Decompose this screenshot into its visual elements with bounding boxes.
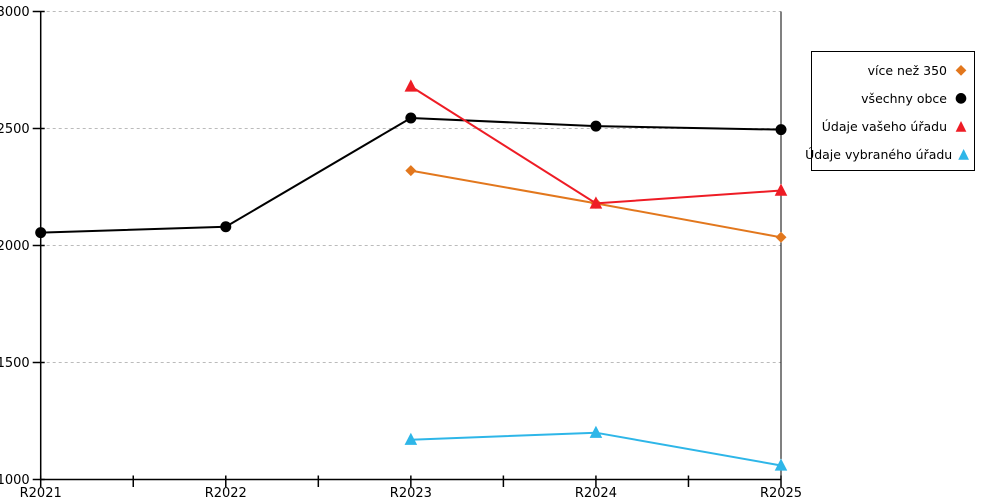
x-tick-label: R2024: [575, 486, 617, 500]
data-point-triangle: [404, 79, 418, 92]
data-point-diamond: [405, 165, 417, 177]
legend-marker-triangle-icon: ▲: [958, 146, 969, 162]
legend-item-1: všechny obce ●: [812, 84, 974, 112]
data-point-triangle: [404, 432, 418, 445]
legend-label: Údaje vašeho úřadu: [821, 118, 947, 134]
y-tick-label: 3000: [0, 5, 30, 20]
y-tick-label: 1000: [0, 473, 30, 488]
data-point-triangle: [589, 196, 603, 209]
x-tick-label: R2021: [20, 486, 62, 500]
legend-marker-triangle-icon: ▲: [955, 118, 967, 134]
legend-marker-diamond-icon: ◆: [955, 62, 967, 78]
legend-item-0: více než 350 ◆: [812, 56, 974, 84]
legend-label: všechny obce: [861, 90, 947, 106]
data-point-circle: [35, 227, 47, 239]
y-tick-label: 1500: [0, 356, 30, 371]
legend-item-3: Údaje vybraného úřadu ▲: [805, 140, 974, 168]
y-tick-label: 2000: [0, 239, 30, 254]
x-tick-label: R2023: [390, 486, 432, 500]
legend-label: více než 350: [867, 62, 947, 78]
legend-marker-circle-icon: ●: [954, 90, 968, 106]
data-point-circle: [775, 124, 787, 136]
series-line-2: [410, 85, 782, 205]
data-point-triangle: [774, 458, 788, 471]
y-tick-label: 2500: [0, 122, 30, 137]
x-tick-label: R2022: [205, 486, 247, 500]
data-point-circle: [590, 120, 602, 132]
data-point-triangle: [774, 183, 788, 196]
data-point-circle: [220, 221, 232, 233]
data-point-triangle: [589, 425, 603, 438]
legend-item-2: Údaje vašeho úřadu ▲: [812, 112, 974, 140]
data-point-circle: [405, 112, 417, 124]
x-tick-label: R2025: [760, 486, 802, 500]
legend: více než 350 ◆ všechny obce ● Údaje vašeho ú…: [805, 51, 975, 171]
legend-label: Údaje vybraného úřadu: [805, 146, 953, 162]
data-point-diamond: [775, 231, 787, 243]
